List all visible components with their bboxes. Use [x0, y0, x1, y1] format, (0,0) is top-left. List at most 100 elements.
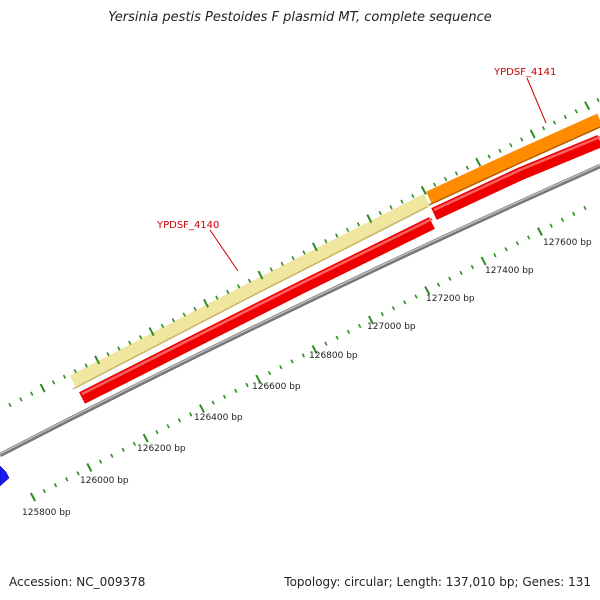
- minor-tick: [53, 483, 58, 488]
- accession-text: Accession: NC_009378: [9, 575, 146, 589]
- minor-tick: [65, 477, 69, 482]
- minor-tick: [128, 340, 132, 346]
- major-tick: [30, 492, 36, 502]
- gene-bar-ypdsf-4141[interactable]: [431, 134, 600, 220]
- gene-bar-ypdsf-4140-highlight: [81, 217, 433, 396]
- major-tick: [203, 298, 209, 308]
- minor-tick: [177, 418, 182, 423]
- minor-tick: [356, 222, 361, 227]
- minor-tick: [520, 137, 524, 142]
- gene-label-ypdsf-4141[interactable]: YPDSF_4141: [493, 67, 556, 78]
- minor-tick: [279, 365, 283, 370]
- minor-tick: [237, 284, 241, 289]
- ruler-label: 126000 bp: [80, 476, 129, 486]
- gene-label-ypdsf-4140[interactable]: YPDSF_4140: [156, 220, 219, 231]
- minor-tick: [73, 368, 77, 374]
- cds-bar-ypdsf-4141[interactable]: [426, 113, 600, 205]
- minor-tick: [189, 412, 193, 417]
- minor-tick: [515, 241, 520, 246]
- minor-tick: [269, 267, 273, 272]
- label-leader-ypdsf-4141: [526, 77, 547, 124]
- minor-tick: [30, 391, 34, 396]
- minor-tick: [84, 363, 88, 368]
- ruler-label: 127000 bp: [367, 322, 416, 332]
- topology-text: Topology: circular; Length: 137,010 bp; …: [284, 575, 591, 589]
- minor-tick: [324, 239, 328, 244]
- minor-tick: [42, 488, 46, 494]
- minor-tick: [391, 306, 396, 311]
- ruler-label: 125800 bp: [22, 508, 71, 518]
- neighbor-gene-arrow[interactable]: [0, 465, 10, 487]
- minor-tick: [110, 453, 114, 458]
- major-tick: [148, 327, 155, 337]
- ruler-label: 127600 bp: [543, 238, 592, 248]
- gene-bar-ypdsf-4141-highlight: [433, 135, 600, 212]
- inner-tick-row: [30, 205, 587, 502]
- minor-tick: [560, 217, 565, 222]
- minor-tick: [182, 312, 186, 317]
- major-tick: [86, 463, 93, 472]
- minor-tick: [280, 261, 284, 266]
- minor-tick: [290, 359, 294, 364]
- minor-tick: [411, 193, 415, 199]
- minor-tick: [76, 471, 80, 476]
- minor-tick: [106, 352, 110, 357]
- minor-tick: [400, 199, 404, 204]
- dna-backbone-highlight: [0, 164, 600, 455]
- minor-tick: [247, 278, 252, 283]
- minor-tick: [583, 205, 587, 211]
- major-tick: [94, 355, 101, 365]
- minor-tick: [436, 282, 441, 287]
- major-tick: [480, 256, 487, 266]
- minor-tick: [345, 227, 350, 233]
- minor-tick: [335, 335, 339, 340]
- gene-bar-ypdsf-4140[interactable]: [79, 217, 435, 404]
- minor-tick: [160, 323, 165, 329]
- minor-tick: [470, 264, 474, 270]
- major-tick: [536, 227, 543, 237]
- minor-tick: [563, 114, 567, 120]
- minor-tick: [335, 233, 339, 238]
- major-tick: [529, 129, 536, 139]
- minor-tick: [596, 97, 600, 103]
- minor-tick: [414, 294, 418, 299]
- label-leader-ypdsf-4140: [209, 229, 239, 272]
- minor-tick: [8, 402, 12, 408]
- major-tick: [39, 383, 46, 393]
- major-tick: [367, 315, 374, 325]
- dna-backbone: [0, 163, 600, 457]
- minor-tick: [166, 424, 170, 429]
- major-tick: [199, 404, 205, 413]
- map-title: Yersinia pestis Pestoides F plasmid MT, …: [108, 10, 492, 25]
- minor-tick: [541, 126, 546, 131]
- minor-tick: [443, 176, 448, 182]
- ruler-label: 126800 bp: [309, 351, 358, 361]
- minor-tick: [215, 295, 219, 300]
- minor-tick: [487, 154, 491, 159]
- minor-tick: [117, 346, 121, 351]
- minor-tick: [493, 253, 497, 258]
- minor-tick: [574, 109, 578, 114]
- minor-tick: [302, 250, 306, 255]
- minor-tick: [291, 256, 295, 261]
- minor-tick: [465, 165, 469, 170]
- minor-tick: [98, 459, 103, 464]
- minor-tick: [389, 205, 393, 210]
- major-tick: [366, 214, 373, 224]
- cds-bar-ypdsf-4141-edge: [428, 126, 600, 206]
- minor-tick: [358, 323, 362, 329]
- minor-tick: [378, 210, 382, 216]
- minor-tick: [139, 335, 143, 340]
- minor-tick: [226, 289, 230, 295]
- cds-bar-ypdsf-4140-edge: [72, 206, 428, 390]
- major-tick: [420, 185, 427, 195]
- major-tick: [311, 345, 318, 355]
- ruler-label: 126200 bp: [137, 444, 186, 454]
- major-tick: [142, 433, 149, 443]
- minor-tick: [222, 394, 227, 399]
- minor-tick: [234, 388, 238, 393]
- cds-bar-ypdsf-4140[interactable]: [69, 193, 431, 389]
- minor-tick: [51, 380, 56, 385]
- minor-tick: [245, 382, 249, 388]
- major-tick: [255, 374, 262, 384]
